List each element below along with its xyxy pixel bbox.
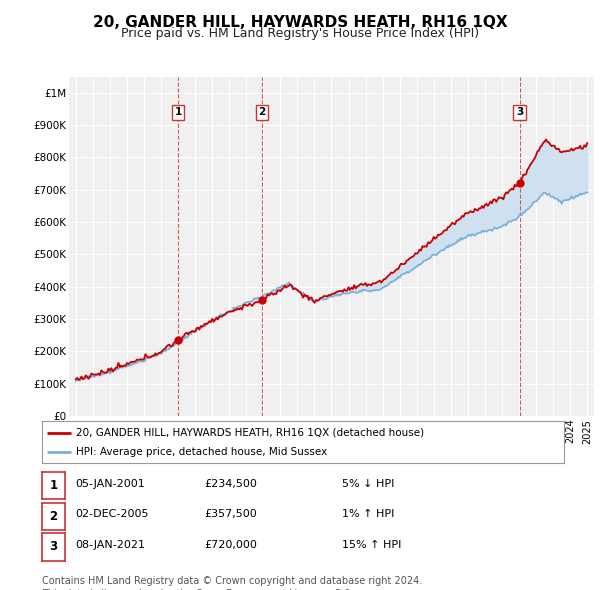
Text: 1: 1 xyxy=(175,107,182,117)
Text: £234,500: £234,500 xyxy=(204,479,257,489)
Text: 20, GANDER HILL, HAYWARDS HEATH, RH16 1QX (detached house): 20, GANDER HILL, HAYWARDS HEATH, RH16 1Q… xyxy=(76,428,424,438)
Text: £357,500: £357,500 xyxy=(204,510,257,519)
Text: 15% ↑ HPI: 15% ↑ HPI xyxy=(342,540,401,550)
Text: 1: 1 xyxy=(49,479,58,492)
Text: 05-JAN-2001: 05-JAN-2001 xyxy=(75,479,145,489)
Text: 2: 2 xyxy=(49,510,58,523)
Text: 1% ↑ HPI: 1% ↑ HPI xyxy=(342,510,394,519)
Text: 2: 2 xyxy=(259,107,266,117)
Text: £720,000: £720,000 xyxy=(204,540,257,550)
Text: HPI: Average price, detached house, Mid Sussex: HPI: Average price, detached house, Mid … xyxy=(76,447,327,457)
Text: 08-JAN-2021: 08-JAN-2021 xyxy=(75,540,145,550)
Text: 20, GANDER HILL, HAYWARDS HEATH, RH16 1QX: 20, GANDER HILL, HAYWARDS HEATH, RH16 1Q… xyxy=(92,15,508,30)
Text: 5% ↓ HPI: 5% ↓ HPI xyxy=(342,479,394,489)
Text: 02-DEC-2005: 02-DEC-2005 xyxy=(75,510,149,519)
Text: Price paid vs. HM Land Registry's House Price Index (HPI): Price paid vs. HM Land Registry's House … xyxy=(121,27,479,40)
Text: Contains HM Land Registry data © Crown copyright and database right 2024.
This d: Contains HM Land Registry data © Crown c… xyxy=(42,576,422,590)
Text: 3: 3 xyxy=(49,540,58,553)
Text: 3: 3 xyxy=(516,107,523,117)
